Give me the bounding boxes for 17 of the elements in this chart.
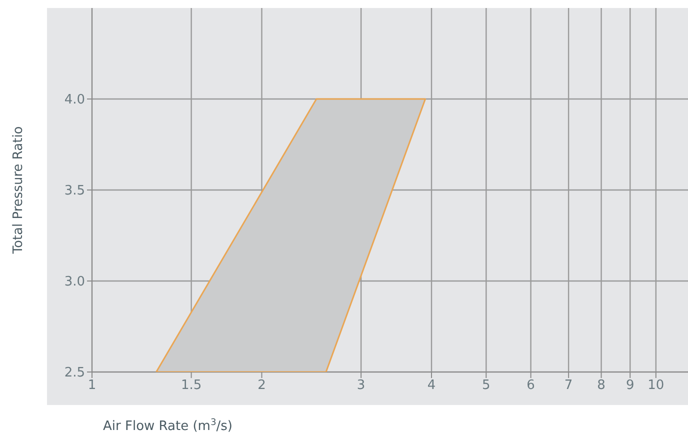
y-tick-label: 2.5 <box>64 366 85 381</box>
x-tick-label: 3 <box>356 378 366 394</box>
y-tick-label: 3.5 <box>64 184 85 199</box>
x-axis-title: Air Flow Rate (m$^{3}$/s) <box>103 418 232 434</box>
y-tick-label: 3.0 <box>64 274 85 290</box>
y-tick-label: 4.0 <box>64 92 85 108</box>
x-tick-label: 6 <box>526 378 535 394</box>
x-tick-label: 1.5 <box>180 378 202 394</box>
x-tick-label: 9 <box>626 378 634 394</box>
x-tick-label: 2 <box>258 378 266 394</box>
x-tick-label: 10 <box>648 378 664 394</box>
x-tick-label: 5 <box>482 378 490 394</box>
x-tick-label: 8 <box>597 378 606 394</box>
x-tick-label: 1 <box>88 378 96 394</box>
x-tick-label: 4 <box>427 378 436 394</box>
x-tick-label: 7 <box>564 378 573 394</box>
y-axis-title: Total Pressure Ratio <box>11 126 26 255</box>
